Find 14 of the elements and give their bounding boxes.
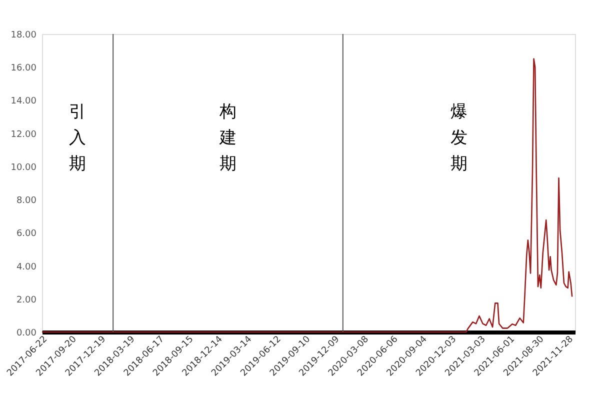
y-tick-label: 0.00 (16, 328, 37, 338)
y-tick-label: 2.00 (16, 295, 37, 306)
annotation: 构建期 (218, 102, 236, 174)
y-tick-label: 10.00 (10, 162, 37, 173)
y-tick-label: 16.00 (10, 64, 37, 74)
annotation: 爆发期 (450, 102, 468, 174)
y-tick-label: 12.00 (10, 130, 37, 140)
y-tick-label: 14.00 (10, 96, 37, 107)
y-tick-label: 4.00 (16, 262, 37, 272)
y-tick-label: 6.00 (16, 229, 37, 240)
annotation: 引入期 (69, 102, 86, 174)
y-tick-label: 18.00 (10, 30, 37, 40)
line-series (41, 58, 573, 333)
y-tick-label: 8.00 (16, 196, 37, 206)
